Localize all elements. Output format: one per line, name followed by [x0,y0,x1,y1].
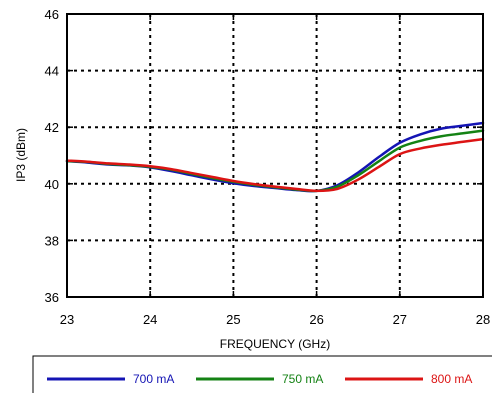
legend: 700 mA 750 mA 800 mA [47,372,472,386]
x-tick-label: 25 [226,312,240,327]
legend-label-1: 700 mA [133,372,174,386]
y-tick-label: 44 [45,64,59,79]
series-lines [65,121,485,193]
x-tick-labels: 23 24 25 26 27 28 [60,312,490,327]
x-tick-label: 24 [143,312,157,327]
y-tick-label: 40 [45,177,59,192]
legend-box [32,355,492,393]
y-tick-label: 46 [45,7,59,22]
grid-lines [67,14,483,297]
legend-label-3: 800 mA [431,372,472,386]
y-tick-label: 36 [45,290,59,305]
y-tick-label: 42 [45,120,59,135]
x-tick-label: 26 [309,312,323,327]
x-axis-title: FREQUENCY (GHz) [220,337,330,351]
axis-ticks [66,13,484,298]
x-tick-label: 23 [60,312,74,327]
series-line-3 [65,137,485,193]
x-tick-label: 27 [393,312,407,327]
plot-frame [66,13,484,298]
y-tick-label: 38 [45,233,59,248]
y-axis-title: IP3 (dBm) [14,128,28,182]
legend-label-2: 750 mA [282,372,323,386]
x-tick-label: 28 [476,312,490,327]
y-tick-labels: 36 38 40 42 44 46 [45,7,59,305]
series-line-2 [65,129,485,193]
series-line-1 [65,121,485,193]
